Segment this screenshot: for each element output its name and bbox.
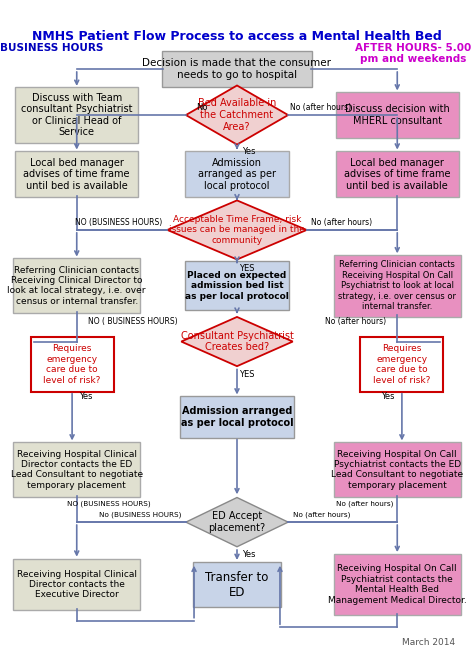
- Text: Acceptable Time Frame, risk
issues can be managed in the
community: Acceptable Time Frame, risk issues can b…: [169, 215, 305, 245]
- Text: Discuss with Team
consultant Psychiatrist
or Clinical Head of
Service: Discuss with Team consultant Psychiatris…: [21, 92, 133, 137]
- Text: Receiving Hospital On Call
Psychiatrist contacts the ED
Lead Consultant to negot: Receiving Hospital On Call Psychiatrist …: [331, 450, 463, 490]
- Text: Bed Available in
the Catchment
Area?: Bed Available in the Catchment Area?: [198, 98, 276, 131]
- FancyBboxPatch shape: [334, 255, 461, 317]
- Text: No (after hours): No (after hours): [336, 500, 393, 507]
- FancyBboxPatch shape: [360, 337, 444, 392]
- Text: ED Accept
placement?: ED Accept placement?: [209, 511, 265, 533]
- Text: Receiving Hospital Clinical
Director contacts the
Executive Director: Receiving Hospital Clinical Director con…: [17, 570, 137, 600]
- FancyBboxPatch shape: [334, 553, 461, 615]
- Text: Admission arranged
as per local protocol: Admission arranged as per local protocol: [181, 406, 293, 428]
- Text: Local bed manager
advises of time frame
until bed is available: Local bed manager advises of time frame …: [344, 157, 450, 191]
- FancyBboxPatch shape: [334, 442, 461, 497]
- Text: Receiving Hospital Clinical
Director contacts the ED
Lead Consultant to negotiat: Receiving Hospital Clinical Director con…: [11, 450, 143, 490]
- Text: No: No: [196, 103, 208, 112]
- Text: No (after hours): No (after hours): [290, 103, 351, 112]
- FancyBboxPatch shape: [162, 52, 312, 87]
- Text: Transfer to
ED: Transfer to ED: [205, 571, 269, 598]
- Text: Local bed manager
advises of time frame
until bed is available: Local bed manager advises of time frame …: [24, 157, 130, 191]
- Text: Yes: Yes: [381, 391, 395, 401]
- Text: YES: YES: [238, 370, 254, 379]
- Polygon shape: [186, 86, 288, 145]
- Text: NO (BUSINESS HOURS): NO (BUSINESS HOURS): [67, 500, 151, 507]
- Text: No (after hours): No (after hours): [325, 318, 386, 326]
- Text: AFTER HOURS- 5.00
pm and weekends: AFTER HOURS- 5.00 pm and weekends: [356, 43, 472, 64]
- FancyBboxPatch shape: [30, 337, 114, 392]
- FancyBboxPatch shape: [13, 258, 140, 314]
- Text: BUSINESS HOURS: BUSINESS HOURS: [0, 43, 103, 53]
- Text: NO ( BUSINESS HOURS): NO ( BUSINESS HOURS): [88, 318, 178, 326]
- Text: Referring Clinician contacts
Receiving Hospital On Call
Psychiatrist to look at : Referring Clinician contacts Receiving H…: [338, 261, 456, 311]
- Text: No (after hours): No (after hours): [293, 511, 350, 517]
- FancyBboxPatch shape: [13, 559, 140, 610]
- Text: Receiving Hospital On Call
Psychiatrist contacts the
Mental Health Bed
Managemen: Receiving Hospital On Call Psychiatrist …: [328, 564, 466, 604]
- Text: Admission
arranged as per
local protocol: Admission arranged as per local protocol: [198, 157, 276, 191]
- Text: Referring Clinician contacts
Receiving Clinical Director to
look at local strate: Referring Clinician contacts Receiving C…: [8, 266, 146, 306]
- Text: Discuss decision with
MHERL consultant: Discuss decision with MHERL consultant: [345, 105, 450, 126]
- Text: Decision is made that the consumer
needs to go to hospital: Decision is made that the consumer needs…: [143, 58, 331, 80]
- Text: YES: YES: [238, 263, 254, 273]
- FancyBboxPatch shape: [16, 151, 138, 197]
- Text: Yes: Yes: [79, 391, 93, 401]
- FancyBboxPatch shape: [336, 151, 458, 197]
- Text: Placed on expected
admission bed list
as per local protocol: Placed on expected admission bed list as…: [185, 271, 289, 301]
- Polygon shape: [181, 317, 293, 366]
- FancyBboxPatch shape: [13, 442, 140, 497]
- FancyBboxPatch shape: [193, 562, 281, 607]
- Text: No (BUSINESS HOURS): No (BUSINESS HOURS): [99, 511, 181, 517]
- Text: Requires
emergency
care due to
level of risk?: Requires emergency care due to level of …: [44, 344, 101, 385]
- FancyBboxPatch shape: [180, 396, 294, 438]
- Text: Consultant Psychiatrist
Creates bed?: Consultant Psychiatrist Creates bed?: [181, 331, 293, 352]
- Text: March 2014: March 2014: [402, 638, 456, 647]
- Text: NMHS Patient Flow Process to access a Mental Health Bed: NMHS Patient Flow Process to access a Me…: [32, 29, 442, 43]
- FancyBboxPatch shape: [336, 92, 458, 138]
- Text: Yes: Yes: [242, 551, 255, 559]
- FancyBboxPatch shape: [185, 151, 289, 197]
- Text: Requires
emergency
care due to
level of risk?: Requires emergency care due to level of …: [373, 344, 430, 385]
- Text: No (after hours): No (after hours): [311, 218, 373, 226]
- Polygon shape: [186, 498, 288, 547]
- FancyBboxPatch shape: [16, 88, 138, 143]
- FancyBboxPatch shape: [185, 261, 289, 310]
- Polygon shape: [167, 200, 307, 259]
- Text: NO (BUSINESS HOURS): NO (BUSINESS HOURS): [75, 218, 163, 226]
- Text: Yes: Yes: [242, 147, 255, 155]
